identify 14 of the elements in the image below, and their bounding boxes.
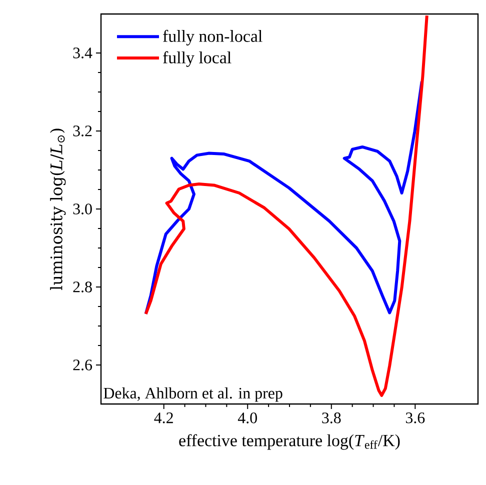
- x-tick-label: 4.0: [238, 412, 257, 424]
- x-tick-label: 4.2: [154, 412, 173, 424]
- line-series: [144, 80, 424, 316]
- legend-label: fully non-local: [162, 30, 262, 46]
- y-tick-label: 2.8: [73, 282, 92, 292]
- x-tick-label: 3.8: [322, 412, 341, 424]
- annotation: Deka, Ahlborn et al. in prep: [104, 387, 282, 402]
- y-tick-label: 3.4: [73, 48, 92, 58]
- legend-label: fully local: [162, 51, 232, 67]
- y-tick-label: 2.6: [73, 360, 92, 370]
- y-tick-label: 3.0: [73, 204, 92, 214]
- x-axis-title: effective temperature log(T$_{eff}$/K): [179, 434, 400, 450]
- y-tick-label: 3.2: [73, 126, 92, 136]
- x-tick-label: 3.6: [406, 412, 425, 424]
